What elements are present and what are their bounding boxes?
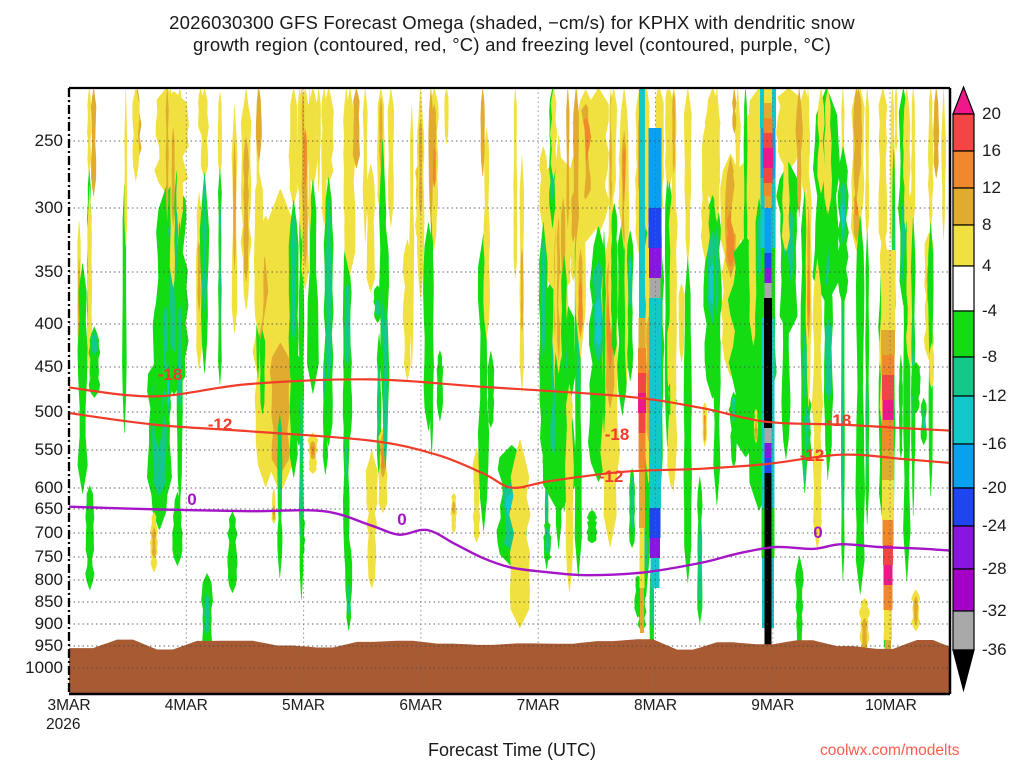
svg-text:-32: -32 <box>982 601 1007 620</box>
svg-text:0: 0 <box>187 490 196 509</box>
svg-text:20: 20 <box>982 104 1001 123</box>
svg-text:8: 8 <box>982 215 991 234</box>
svg-text:-8: -8 <box>982 347 997 366</box>
svg-text:-20: -20 <box>982 478 1007 497</box>
svg-text:-18: -18 <box>827 411 852 430</box>
svg-text:-28: -28 <box>982 559 1007 578</box>
svg-text:-12: -12 <box>982 386 1007 405</box>
svg-text:-24: -24 <box>982 516 1007 535</box>
svg-text:-12: -12 <box>208 415 233 434</box>
svg-text:0: 0 <box>813 523 822 542</box>
svg-text:0: 0 <box>397 510 406 529</box>
svg-text:-18: -18 <box>158 365 183 384</box>
svg-text:-12: -12 <box>599 467 624 486</box>
svg-text:-36: -36 <box>982 640 1007 659</box>
svg-text:16: 16 <box>982 141 1001 160</box>
svg-text:12: 12 <box>982 178 1001 197</box>
svg-text:-18: -18 <box>605 425 630 444</box>
svg-text:4: 4 <box>982 256 991 275</box>
svg-text:-16: -16 <box>982 434 1007 453</box>
svg-text:-4: -4 <box>982 301 997 320</box>
svg-text:-12: -12 <box>800 446 825 465</box>
